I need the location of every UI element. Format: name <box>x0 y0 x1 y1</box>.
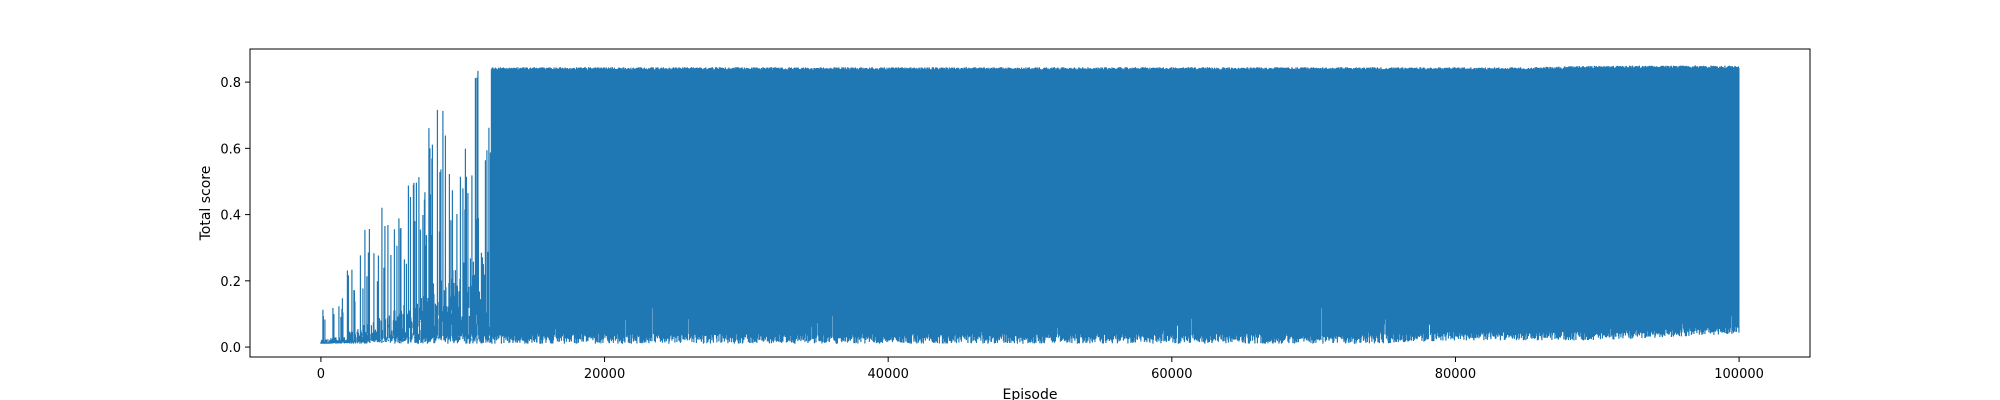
y-axis-label: Total score <box>198 166 214 242</box>
y-tick-label-2: 0.4 <box>220 209 241 224</box>
y-tick-label-3: 0.6 <box>220 142 241 157</box>
x-tick-label-1: 20000 <box>584 367 625 382</box>
y-tick-label-4: 0.8 <box>220 76 241 91</box>
plot-area <box>320 65 1740 344</box>
axes: 0 20000 40000 60000 80000 100000 0.0 0.2 0.4 0.6 0… <box>220 48 1811 382</box>
x-axis-label: Episode <box>1003 387 1058 400</box>
x-tick-label-4: 80000 <box>1435 367 1476 382</box>
series-0-line <box>320 65 1740 344</box>
x-tick-label-0: 0 <box>317 367 325 382</box>
x-tick-label-2: 40000 <box>868 367 909 382</box>
plot-frame <box>249 48 1811 358</box>
y-tick-label-0: 0.0 <box>220 341 241 356</box>
x-tick-label-5: 100000 <box>1714 367 1764 382</box>
x-tick-label-3: 60000 <box>1151 367 1192 382</box>
y-tick-label-1: 0.2 <box>220 275 241 290</box>
